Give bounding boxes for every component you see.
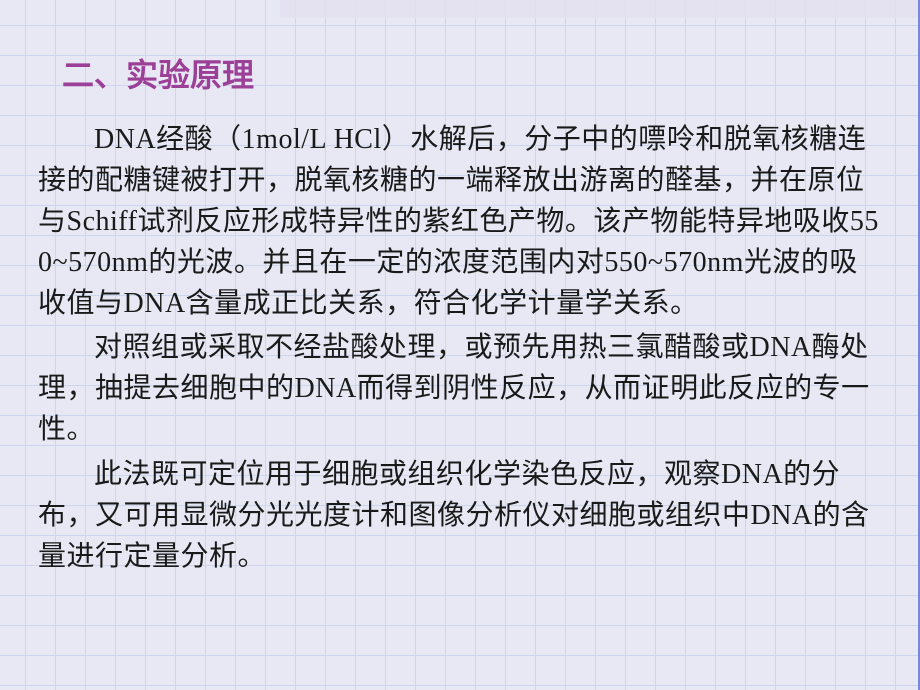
paragraph-1: DNA经酸（1mol/L HCl）水解后，分子中的嘌呤和脱氧核糖连接的配糖键被打… [38,120,882,324]
paragraph-3: 此法既可定位用于细胞或组织化学染色反应，观察DNA的分布，又可用显微分光光度计和… [38,455,882,578]
slide-content: 二、实验原理 DNA经酸（1mol/L HCl）水解后，分子中的嘌呤和脱氧核糖连… [0,0,920,578]
paragraph-2: 对照组或采取不经盐酸处理，或预先用热三氯醋酸或DNA酶处理，抽提去细胞中的DNA… [38,328,882,451]
section-heading: 二、实验原理 [62,50,882,96]
